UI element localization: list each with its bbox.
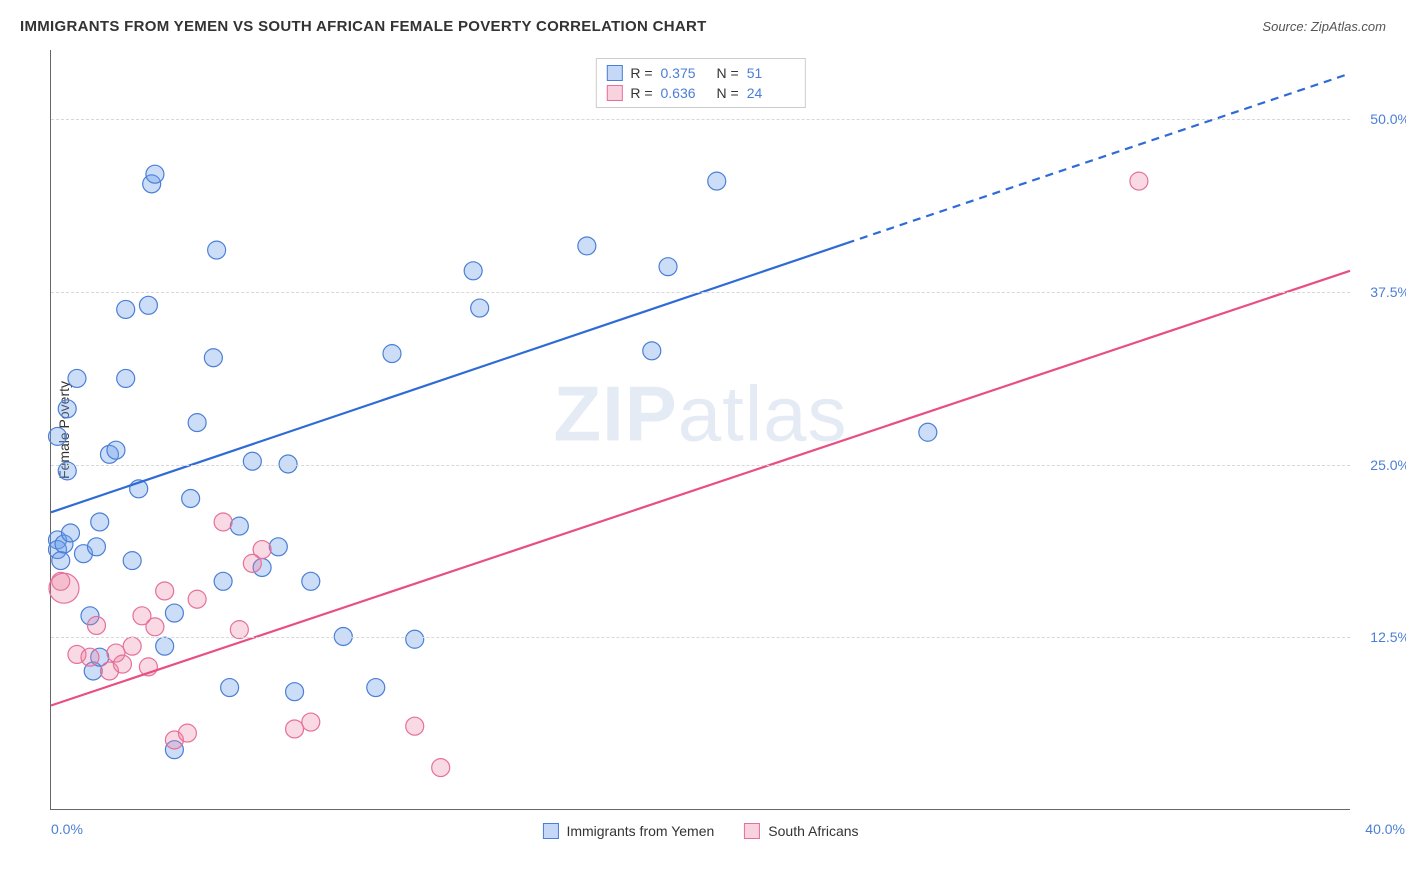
legend-item-yemen: Immigrants from Yemen bbox=[542, 823, 714, 839]
data-point bbox=[139, 296, 157, 314]
data-point bbox=[165, 604, 183, 622]
source-link[interactable]: ZipAtlas.com bbox=[1311, 19, 1386, 34]
swatch-pink-icon bbox=[744, 823, 760, 839]
data-point bbox=[123, 552, 141, 570]
source-credit: Source: ZipAtlas.com bbox=[1262, 19, 1386, 34]
data-point bbox=[81, 648, 99, 666]
data-point bbox=[302, 572, 320, 590]
data-point bbox=[146, 618, 164, 636]
data-point bbox=[221, 679, 239, 697]
x-tick-min: 0.0% bbox=[51, 821, 83, 837]
data-point bbox=[107, 441, 125, 459]
data-point bbox=[156, 582, 174, 600]
data-point bbox=[708, 172, 726, 190]
data-point bbox=[91, 513, 109, 531]
data-point bbox=[61, 524, 79, 542]
grid-line bbox=[51, 465, 1350, 466]
y-tick-label: 25.0% bbox=[1370, 457, 1406, 473]
data-point bbox=[204, 349, 222, 367]
data-point bbox=[146, 165, 164, 183]
data-point bbox=[659, 258, 677, 276]
chart-svg bbox=[51, 50, 1350, 809]
grid-line bbox=[51, 637, 1350, 638]
swatch-pink-icon bbox=[606, 85, 622, 101]
legend-row-yemen: R = 0.375 N = 51 bbox=[606, 63, 794, 83]
data-point bbox=[214, 513, 232, 531]
grid-line bbox=[51, 292, 1350, 293]
r-value-yemen: 0.375 bbox=[661, 65, 709, 81]
data-point bbox=[117, 300, 135, 318]
data-point bbox=[471, 299, 489, 317]
data-point bbox=[123, 637, 141, 655]
data-point bbox=[302, 713, 320, 731]
chart-title: IMMIGRANTS FROM YEMEN VS SOUTH AFRICAN F… bbox=[20, 18, 707, 35]
data-point bbox=[49, 427, 67, 445]
grid-line bbox=[51, 119, 1350, 120]
data-point bbox=[230, 517, 248, 535]
trend-line bbox=[51, 243, 847, 512]
data-point bbox=[87, 616, 105, 634]
data-point bbox=[286, 683, 304, 701]
data-point bbox=[269, 538, 287, 556]
data-point bbox=[230, 621, 248, 639]
y-tick-label: 50.0% bbox=[1370, 111, 1406, 127]
data-point bbox=[1130, 172, 1148, 190]
data-point bbox=[286, 720, 304, 738]
data-point bbox=[214, 572, 232, 590]
data-point bbox=[52, 552, 70, 570]
data-point bbox=[113, 655, 131, 673]
trend-line bbox=[51, 271, 1350, 706]
data-point bbox=[406, 630, 424, 648]
data-point bbox=[406, 717, 424, 735]
data-point bbox=[58, 400, 76, 418]
data-point-large bbox=[49, 573, 79, 603]
plot-wrap: Female Poverty ZIPatlas R = 0.375 N = 51… bbox=[50, 50, 1350, 810]
data-point bbox=[643, 342, 661, 360]
data-point bbox=[253, 541, 271, 559]
data-point bbox=[117, 369, 135, 387]
series-legend: Immigrants from Yemen South Africans bbox=[542, 823, 858, 839]
n-value-sa: 24 bbox=[747, 85, 795, 101]
data-point bbox=[432, 759, 450, 777]
data-point bbox=[182, 490, 200, 508]
data-point bbox=[68, 369, 86, 387]
plot-area: ZIPatlas R = 0.375 N = 51 R = 0.636 N = … bbox=[50, 50, 1350, 810]
data-point bbox=[178, 724, 196, 742]
y-tick-label: 12.5% bbox=[1370, 629, 1406, 645]
data-point bbox=[188, 590, 206, 608]
data-point bbox=[87, 538, 105, 556]
data-point bbox=[156, 637, 174, 655]
data-point bbox=[367, 679, 385, 697]
legend-item-sa: South Africans bbox=[744, 823, 858, 839]
data-point bbox=[243, 452, 261, 470]
legend-row-sa: R = 0.636 N = 24 bbox=[606, 83, 794, 103]
data-point bbox=[919, 423, 937, 441]
y-tick-label: 37.5% bbox=[1370, 284, 1406, 300]
data-point bbox=[464, 262, 482, 280]
data-point bbox=[208, 241, 226, 259]
r-value-sa: 0.636 bbox=[661, 85, 709, 101]
n-value-yemen: 51 bbox=[747, 65, 795, 81]
trend-line-dashed bbox=[847, 73, 1350, 243]
data-point bbox=[383, 345, 401, 363]
swatch-blue-icon bbox=[606, 65, 622, 81]
correlation-legend: R = 0.375 N = 51 R = 0.636 N = 24 bbox=[595, 58, 805, 108]
data-point bbox=[578, 237, 596, 255]
data-point bbox=[188, 414, 206, 432]
swatch-blue-icon bbox=[542, 823, 558, 839]
x-tick-max: 40.0% bbox=[1365, 821, 1405, 837]
